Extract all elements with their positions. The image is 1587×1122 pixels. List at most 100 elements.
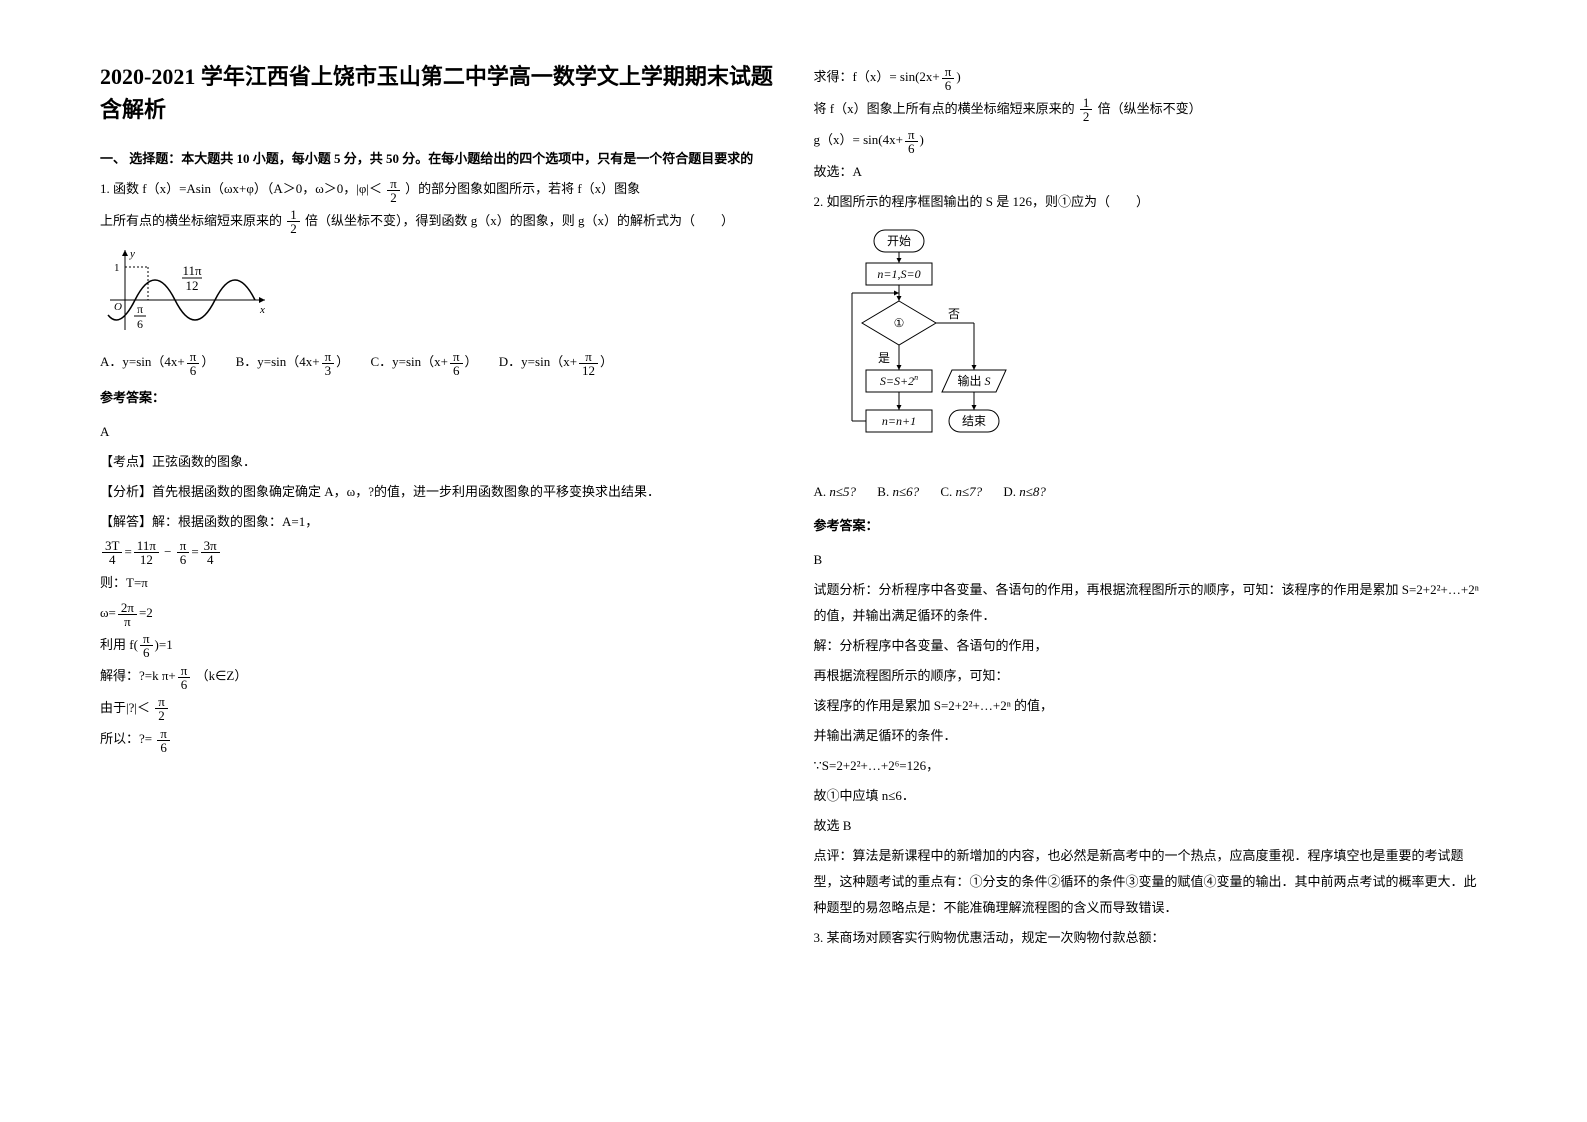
q1-fenxi: 【分析】首先根据函数的图象确定确定 A，ω，?的值，进一步利用函数图象的平移变换… xyxy=(100,479,774,505)
left-column: 2020-2021 学年江西省上饶市玉山第二中学高一数学文上学期期末试题含解析 … xyxy=(100,60,774,955)
q2-fenxi1: 试题分析：分析程序中各变量、各语句的作用，再根据流程图所示的顺序，可知：该程序的… xyxy=(814,577,1488,629)
q1-line-jiang: 将 f（x）图象上所有点的横坐标缩短来原来的 12 倍（纵坐标不变） xyxy=(814,96,1488,124)
section-heading: 一、 选择题：本大题共 10 小题，每小题 5 分，共 50 分。在每小题给出的… xyxy=(100,146,774,172)
q1-optD: D．y=sin（x+π12） xyxy=(499,349,613,377)
optB-pre: B．y=sin（4x+ xyxy=(236,354,320,369)
q2-jie-l4: 并输出满足循环的条件． xyxy=(814,723,1488,749)
q1-optA: A．y=sin（4x+π6） xyxy=(100,349,214,377)
q2-answer: B xyxy=(814,547,1488,573)
optA-v: n≤5? xyxy=(829,484,856,499)
q2-jie-l7: 故选 B xyxy=(814,813,1488,839)
q1-stem-text4: 倍（纵坐标不变），得到函数 g（x）的图象，则 g（x）的解析式为（ ） xyxy=(305,213,734,228)
optA-suf: ） xyxy=(201,354,214,369)
jiang-suf: 倍（纵坐标不变） xyxy=(1098,101,1202,116)
q2-optD: D. n≤8? xyxy=(1003,479,1046,505)
jiede-text: 解得：?=k xyxy=(100,668,159,683)
optB-suf: ） xyxy=(336,354,349,369)
q1-eq-3T4: 3T4=11π12 − π6=3π4 xyxy=(100,539,774,567)
q1-jieda-head: 【解答】解：根据函数的图象：A=1， xyxy=(100,509,774,535)
flowchart: 开始 n=1,S=0 ① 否 是 S=S+2n 输出 S xyxy=(844,225,1488,469)
q2-stem: 2. 如图所示的程序框图输出的 S 是 126，则①应为（ ） xyxy=(814,189,1488,215)
q1-line-qiude: 求得：f（x）= sin(2x+π6) xyxy=(814,64,1488,92)
jiang-text: 将 f（x）图象上所有点的横坐标缩短来原来的 xyxy=(814,101,1075,116)
youyu-text: 由于|?|＜ xyxy=(100,700,150,715)
no-label: 否 xyxy=(947,306,959,320)
one-label: 1 xyxy=(114,262,120,274)
q1-line-jiede: 解得：?=k π+π6 （k∈Z） xyxy=(100,663,774,691)
optD-suf: ） xyxy=(600,354,613,369)
q2-jie-l5: ∵S=2+2²+…+2⁶=126， xyxy=(814,753,1488,779)
q1-line-T: 则：T=π xyxy=(100,570,774,596)
q2-stem-text: 2. 如图所示的程序框图输出的 S 是 126，则①应为（ ） xyxy=(814,194,1149,209)
gx-text: g（x）= xyxy=(814,132,860,147)
optD-pre: D．y=sin（x+ xyxy=(499,354,577,369)
q1-guxuan: 故选：A xyxy=(814,159,1488,185)
qiude-text: 求得：f（x）= xyxy=(814,69,897,84)
q1-options: A．y=sin（4x+π6） B．y=sin（4x+π3） C．y=sin（x+… xyxy=(100,349,774,377)
calc-text: S=S+2n xyxy=(879,372,917,387)
q2-optC: C. n≤7? xyxy=(940,479,982,505)
liyong-text: 利用 xyxy=(100,637,126,652)
q1-answer-label: 参考答案： xyxy=(100,385,774,411)
q2-jie-l3: 该程序的作用是累加 S=2+2²+…+2ⁿ 的值， xyxy=(814,693,1488,719)
liyong-val: =1 xyxy=(159,637,173,652)
q2-jie-l6: 故①中应填 n≤6． xyxy=(814,783,1488,809)
tick-num: π xyxy=(137,302,143,316)
frac-pi-2: π2 xyxy=(387,177,400,204)
q2-jie-l2: 再根据流程图所示的顺序，可知： xyxy=(814,663,1488,689)
start-text: 开始 xyxy=(886,233,910,247)
x-label: x xyxy=(259,304,265,316)
q1-answer: A xyxy=(100,419,774,445)
cond-text: ① xyxy=(893,315,904,329)
optA-pre: A．y=sin（4x+ xyxy=(100,354,185,369)
init-text: n=1,S=0 xyxy=(877,266,920,280)
flowchart-svg: 开始 n=1,S=0 ① 否 是 S=S+2n 输出 S xyxy=(844,225,1054,465)
optA-lbl: A. xyxy=(814,484,827,499)
q1-stem-text1: 1. 函数 f（x）=Asin（ωx+φ）（A＞0，ω＞0，|φ|＜ xyxy=(100,181,382,196)
right-column: 求得：f（x）= sin(2x+π6) 将 f（x）图象上所有点的横坐标缩短来原… xyxy=(814,60,1488,955)
q1-kaodian: 【考点】正弦函数的图象． xyxy=(100,449,774,475)
sine-graph: y x O 1 11π 12 π 6 xyxy=(100,245,774,339)
q2-optA: A. n≤5? xyxy=(814,479,857,505)
optC-v: n≤7? xyxy=(956,484,983,499)
q1-stem-line2: 上所有点的横坐标缩短来原来的 12 倍（纵坐标不变），得到函数 g（x）的图象，… xyxy=(100,208,774,236)
origin-label: O xyxy=(114,301,122,313)
frac-1-2: 12 xyxy=(287,208,300,235)
q1-stem-text2: ）的部分图象如图所示，若将 f（x）图象 xyxy=(405,181,640,196)
q2-jie-head: 解：分析程序中各变量、各语句的作用， xyxy=(814,633,1488,659)
q1-line-youyu: 由于|?|＜ π2 xyxy=(100,695,774,723)
q1-line-gx: g（x）= sin(4x+π6) xyxy=(814,127,1488,155)
q1-optC: C．y=sin（x+π6） xyxy=(370,349,477,377)
omega-val: =2 xyxy=(139,605,153,620)
q1-stem-text3: 上所有点的横坐标缩短来原来的 xyxy=(100,213,282,228)
optB-v: n≤6? xyxy=(892,484,919,499)
tick-den: 6 xyxy=(137,317,143,331)
optC-lbl: C. xyxy=(940,484,952,499)
q2-options: A. n≤5? B. n≤6? C. n≤7? D. n≤8? xyxy=(814,479,1488,505)
peak-den: 12 xyxy=(186,278,199,293)
optC-suf: ） xyxy=(465,354,478,369)
q1-eq-omega: ω=2ππ=2 xyxy=(100,600,774,628)
q2-optB: B. n≤6? xyxy=(877,479,919,505)
yes-label: 是 xyxy=(877,350,889,364)
q1-optB: B．y=sin（4x+π3） xyxy=(236,349,350,377)
q3-stem: 3. 某商场对顾客实行购物优惠活动，规定一次购物付款总额： xyxy=(814,925,1488,951)
end-text: 结束 xyxy=(961,413,985,427)
optC-pre: C．y=sin（x+ xyxy=(370,354,448,369)
output-text: 输出 S xyxy=(957,372,990,387)
q1-line-liyong: 利用 f(π6)=1 xyxy=(100,632,774,660)
q2-dianping: 点评：算法是新课程中的新增加的内容，也必然是新高考中的一个热点，应高度重视．程序… xyxy=(814,843,1488,921)
y-label: y xyxy=(129,248,135,260)
q1-stem-line1: 1. 函数 f（x）=Asin（ωx+φ）（A＞0，ω＞0，|φ|＜ π2 ）的… xyxy=(100,176,774,204)
optD-lbl: D. xyxy=(1003,484,1016,499)
jiede-suf: （k∈Z） xyxy=(196,668,248,683)
sine-svg: y x O 1 11π 12 π 6 xyxy=(100,245,270,335)
q2-answer-label: 参考答案： xyxy=(814,513,1488,539)
optD-v: n≤8? xyxy=(1019,484,1046,499)
q1-line-suoyi: 所以：?= π6 xyxy=(100,726,774,754)
doc-title: 2020-2021 学年江西省上饶市玉山第二中学高一数学文上学期期末试题含解析 xyxy=(100,60,774,126)
optB-lbl: B. xyxy=(877,484,889,499)
suoyi-text: 所以：?= xyxy=(100,731,152,746)
peak-num: 11π xyxy=(182,263,202,278)
inc-text: n=n+1 xyxy=(881,413,915,427)
